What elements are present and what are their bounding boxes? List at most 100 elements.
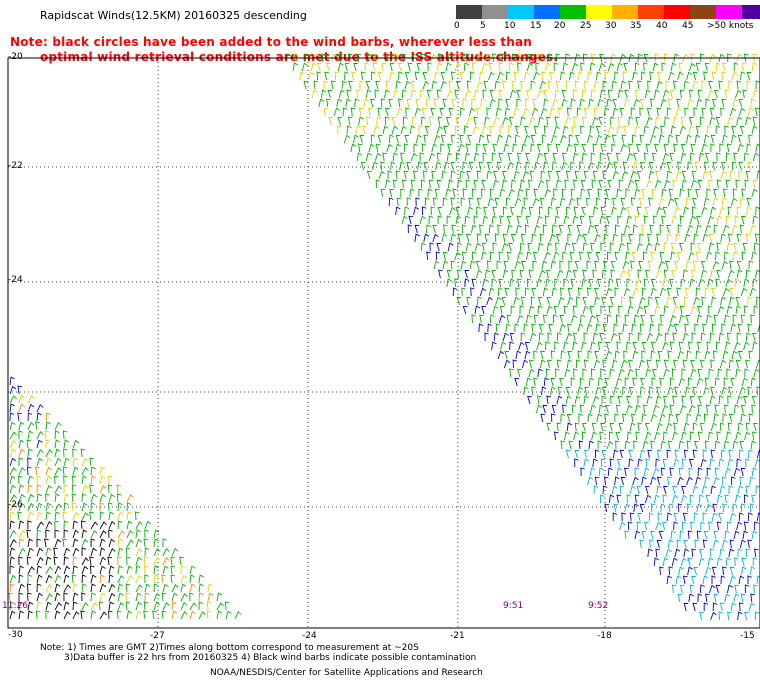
wind-barb bbox=[675, 170, 683, 180]
wind-barb bbox=[736, 233, 742, 243]
wind-barb bbox=[622, 386, 627, 396]
wind-barb bbox=[419, 152, 425, 162]
wind-barb bbox=[713, 530, 719, 540]
wind-barb bbox=[395, 143, 402, 153]
wind-barb bbox=[696, 305, 702, 315]
wind-barb bbox=[706, 188, 711, 198]
wind-barb bbox=[468, 107, 476, 117]
wind-barb bbox=[117, 574, 125, 584]
wind-barb bbox=[72, 511, 80, 521]
wind-barb bbox=[89, 457, 94, 467]
wind-barb bbox=[395, 206, 401, 216]
wind-barb bbox=[618, 305, 623, 315]
wind-barb bbox=[637, 53, 643, 63]
wind-barb bbox=[632, 476, 639, 486]
wind-barb bbox=[725, 341, 731, 351]
wind-barb bbox=[708, 170, 714, 180]
wind-barb bbox=[662, 89, 670, 99]
wind-barb bbox=[669, 377, 675, 387]
wind-barb bbox=[736, 269, 743, 279]
wind-barb bbox=[395, 80, 401, 90]
lon-label: -21 bbox=[450, 631, 465, 641]
wind-barb bbox=[658, 260, 665, 270]
wind-barb bbox=[638, 197, 644, 207]
wind-barb bbox=[744, 368, 749, 378]
wind-barb bbox=[676, 539, 682, 549]
wind-barb bbox=[660, 314, 665, 324]
wind-barb bbox=[27, 412, 33, 422]
wind-barb bbox=[587, 413, 593, 423]
wind-barb bbox=[126, 539, 134, 548]
wind-barb bbox=[753, 548, 759, 558]
wind-barb bbox=[641, 476, 647, 486]
wind-barb bbox=[170, 574, 176, 584]
wind-barb bbox=[656, 80, 663, 90]
wind-barb bbox=[697, 593, 703, 603]
wind-barb bbox=[637, 512, 642, 522]
wind-barb bbox=[27, 457, 32, 467]
wind-barb bbox=[108, 538, 115, 548]
wind-barb bbox=[752, 278, 758, 288]
wind-barb bbox=[62, 430, 68, 440]
wind-barb bbox=[45, 584, 53, 593]
wind-barb bbox=[449, 206, 456, 216]
wind-barb bbox=[659, 566, 664, 576]
wind-barb bbox=[293, 53, 299, 63]
wind-barb bbox=[672, 332, 677, 342]
wind-barb bbox=[440, 143, 445, 152]
lon-label: -15 bbox=[740, 631, 755, 641]
wind-barb bbox=[18, 502, 25, 512]
wind-barb bbox=[408, 215, 413, 225]
wind-barb bbox=[608, 278, 614, 288]
wind-barb bbox=[724, 89, 730, 99]
wind-barb bbox=[586, 323, 593, 333]
wind-barb bbox=[727, 116, 734, 126]
wind-barb bbox=[650, 251, 655, 261]
wind-barb bbox=[713, 476, 720, 486]
wind-barb bbox=[555, 242, 560, 252]
wind-barb bbox=[655, 521, 662, 531]
wind-barb bbox=[681, 431, 687, 441]
wind-barb bbox=[368, 143, 375, 153]
wind-barb bbox=[54, 467, 62, 476]
wind-barb bbox=[688, 116, 694, 126]
wind-barb bbox=[481, 305, 486, 315]
wind-barb bbox=[473, 179, 479, 189]
wind-barb bbox=[593, 107, 599, 117]
wind-barb bbox=[81, 557, 89, 566]
wind-barb bbox=[600, 458, 606, 468]
wind-barb bbox=[629, 422, 636, 432]
wind-barb bbox=[516, 314, 524, 324]
wind-barb bbox=[663, 242, 669, 252]
wind-barb bbox=[363, 98, 370, 108]
wind-barb bbox=[649, 134, 657, 144]
wind-barb bbox=[685, 260, 692, 270]
wind-barb bbox=[679, 215, 685, 225]
wind-barb bbox=[634, 125, 641, 135]
wind-barb bbox=[688, 251, 695, 261]
wind-barb bbox=[566, 359, 573, 369]
wind-barb bbox=[666, 287, 672, 297]
wind-barb bbox=[509, 89, 517, 99]
wind-barb bbox=[320, 89, 327, 99]
wind-barb bbox=[553, 125, 560, 135]
wind-barb bbox=[688, 467, 694, 476]
wind-barb bbox=[613, 503, 619, 513]
wind-barb bbox=[406, 161, 411, 171]
wind-barb bbox=[741, 188, 746, 198]
wind-barb bbox=[752, 116, 758, 126]
wind-barb bbox=[560, 413, 566, 423]
wind-barb bbox=[620, 476, 626, 486]
wind-barb bbox=[310, 62, 317, 72]
wind-barb bbox=[559, 314, 565, 324]
wind-barb bbox=[694, 539, 699, 549]
wind-barb bbox=[529, 116, 536, 126]
wind-barb bbox=[566, 413, 572, 423]
wind-barb bbox=[666, 575, 672, 585]
wind-barb bbox=[616, 341, 621, 351]
wind-barb bbox=[710, 134, 716, 144]
wind-barb bbox=[404, 71, 410, 81]
wind-barb bbox=[455, 215, 462, 225]
wind-barb bbox=[445, 62, 452, 72]
wind-barb bbox=[669, 503, 674, 513]
